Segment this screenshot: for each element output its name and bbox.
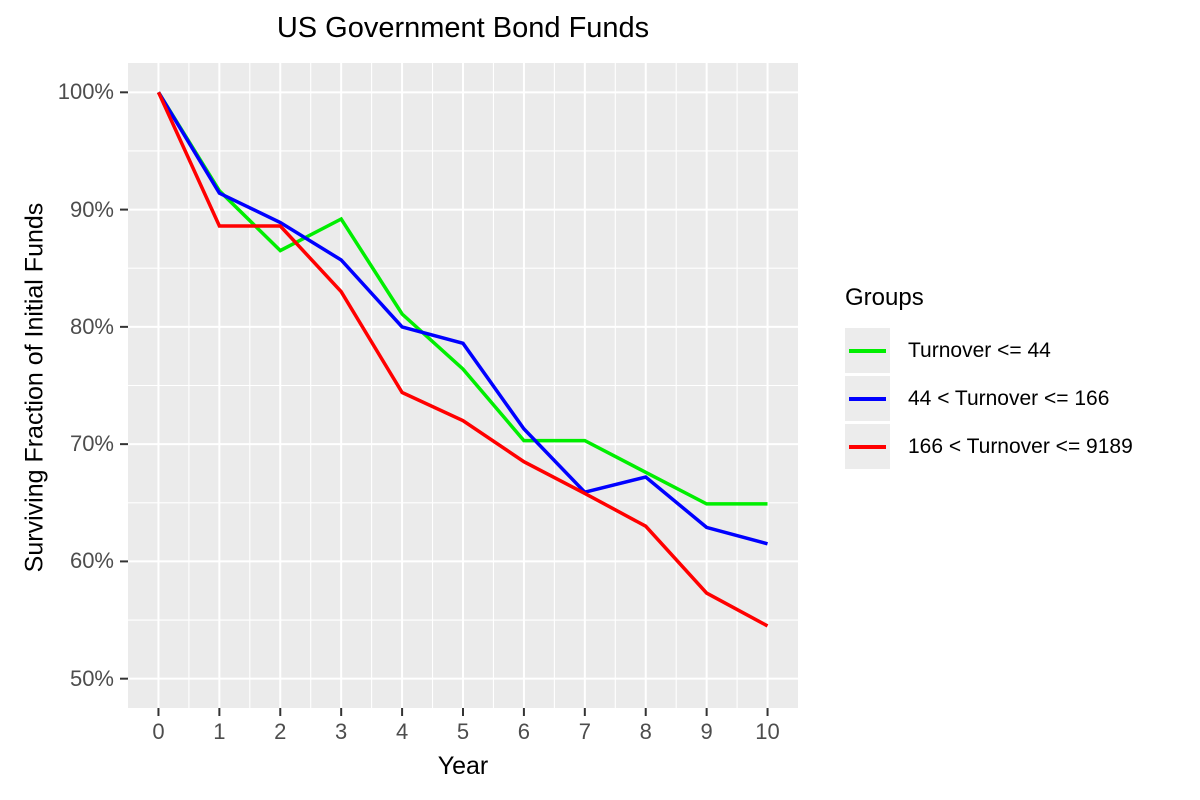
- series-line: [157, 91, 768, 546]
- x-tick-label: 0: [152, 719, 165, 744]
- legend: Groups Turnover <= 44 44 < Turnover <= 16…: [845, 284, 1133, 472]
- x-tick-label: 5: [456, 719, 470, 744]
- legend-key-line: [849, 349, 886, 353]
- chart-title: US Government Bond Funds: [276, 12, 650, 44]
- legend-label: Turnover <= 44: [908, 338, 1051, 362]
- x-tick-label: 10: [755, 719, 780, 744]
- legend-key-line: [849, 397, 886, 401]
- series-line: [156, 91, 769, 628]
- y-tick-label: 50%: [69, 665, 114, 691]
- legend-key-line: [849, 445, 886, 449]
- x-tick-label: 8: [639, 719, 652, 744]
- legend-label: 166 < Turnover <= 9189: [908, 434, 1133, 458]
- legend-entry: 166 < Turnover <= 9189: [845, 424, 1133, 469]
- x-tick-label: 1: [213, 719, 226, 744]
- x-tick-label: 9: [700, 719, 713, 744]
- y-tick-label: 100%: [57, 79, 114, 105]
- x-tick-label: 2: [274, 719, 287, 744]
- x-tick-label: 3: [335, 719, 348, 744]
- series-line: [157, 91, 768, 506]
- legend-entries: Turnover <= 44 44 < Turnover <= 166 166 < …: [845, 328, 1133, 469]
- y-axis-label: Surviving Fraction of Initial Funds: [20, 202, 49, 573]
- y-tick-label: 80%: [69, 313, 114, 339]
- legend-entry: 44 < Turnover <= 166: [845, 376, 1133, 421]
- legend-label: 44 < Turnover <= 166: [908, 386, 1110, 410]
- x-tick-label: 6: [517, 719, 531, 744]
- legend-key-swatch: [845, 376, 890, 421]
- x-axis-label: Year: [437, 752, 489, 780]
- x-tick-label: 7: [578, 719, 591, 744]
- legend-entry: Turnover <= 44: [845, 328, 1133, 373]
- y-tick-label: 90%: [69, 196, 114, 222]
- legend-title: Groups: [845, 284, 924, 311]
- legend-key-swatch: [845, 328, 890, 373]
- legend-key-swatch: [845, 424, 890, 469]
- y-tick-label: 70%: [69, 431, 114, 457]
- y-tick-label: 60%: [69, 548, 114, 574]
- x-tick-label: 4: [395, 719, 409, 744]
